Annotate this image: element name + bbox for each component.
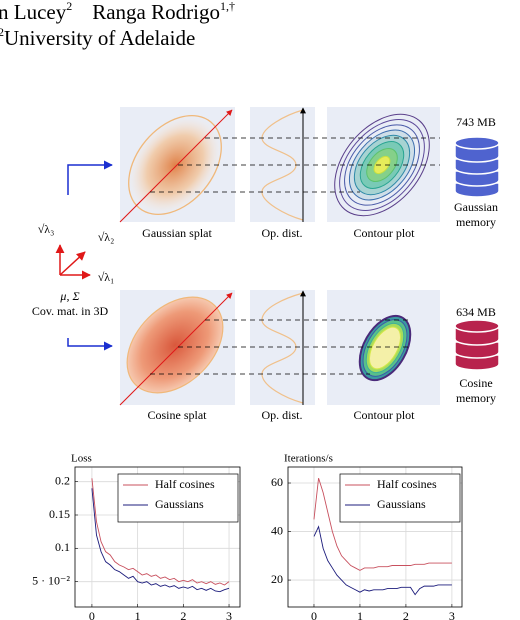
- contours: [358, 314, 412, 382]
- store-label: Cosine: [459, 376, 492, 390]
- charts: Loss 5 · 10⁻² 0.1 0.15 0.2 0 1 2 3 Half cosines Ga…: [32, 453, 463, 620]
- panel-label: Op. dist.: [261, 226, 302, 240]
- legend-label: Half cosines: [155, 477, 215, 491]
- panel-label: Cosine splat: [148, 408, 208, 422]
- plot-frame: [287, 466, 463, 608]
- x-tick-label: 1: [357, 609, 363, 620]
- series-line: [91, 478, 230, 586]
- top-row: Gaussian splat Op. dist. Contour plot 74…: [119, 107, 500, 240]
- author-line: n Lucey2 Ranga Rodrigo1,†: [0, 0, 235, 24]
- legend-box: [117, 473, 239, 523]
- x-tick-label: 0: [311, 609, 317, 620]
- panel-label: Contour plot: [353, 226, 415, 240]
- x-tick-label: 1: [135, 609, 141, 620]
- caption: Cov. mat. in 3D: [32, 304, 109, 318]
- x-tick-label: 2: [180, 609, 186, 620]
- affiliation-line: 2University of Adelaide: [0, 25, 195, 50]
- params-label: μ, Σ: [59, 289, 79, 303]
- memory-size: 634 MB: [456, 305, 496, 319]
- series-line: [313, 478, 452, 571]
- affiliation: University of Adelaide: [4, 26, 195, 50]
- y-tick-label: 0.2: [55, 473, 70, 487]
- chart-title: Iterations/s: [284, 453, 333, 465]
- chart-title: Loss: [71, 453, 92, 465]
- dist-panel: [250, 290, 315, 405]
- panel-label: Contour plot: [353, 408, 415, 422]
- legend-label: Half cosines: [377, 477, 437, 491]
- legend-box: [339, 473, 461, 523]
- author-mark: 2: [66, 0, 72, 13]
- y-tick-label: 60: [271, 475, 283, 489]
- covariance-axes: √λ₃ √λ₂ √λ₁ μ, Σ Cov. mat. in 3D: [32, 160, 115, 351]
- axis-label: √λ₁: [98, 270, 115, 284]
- y-tick-label: 0.15: [49, 507, 70, 521]
- x-tick-label: 0: [89, 609, 95, 620]
- contours: [334, 113, 430, 217]
- y-tick-label: 0.1: [55, 540, 70, 554]
- database-icon: [454, 319, 500, 371]
- y-tick-label: 5 · 10⁻²: [32, 573, 70, 587]
- affiliation-mark: 2: [0, 25, 4, 39]
- panel-label: Gaussian splat: [142, 226, 212, 240]
- axis-label: √λ₂: [98, 230, 115, 244]
- x-tick-label: 3: [226, 609, 232, 620]
- projection-lines: [150, 137, 440, 193]
- series-line: [91, 488, 230, 593]
- x-tick-label: 2: [403, 609, 409, 620]
- author-fragment: n Lucey: [0, 0, 67, 24]
- dist-panel: [250, 107, 315, 222]
- database-icon: [454, 136, 500, 198]
- axis-arrow: [119, 109, 233, 223]
- panel-label: Op. dist.: [261, 408, 302, 422]
- gaussian-splat: [128, 115, 222, 215]
- memory-size: 743 MB: [456, 115, 496, 129]
- axis-arrow: [119, 292, 233, 406]
- legend-label: Gaussians: [155, 497, 204, 511]
- splat-outline: [128, 114, 222, 216]
- x-tick-label: 3: [449, 609, 455, 620]
- projection-lines: [150, 319, 410, 375]
- bottom-row: Cosine splat Op. dist. Contour plot 634 …: [119, 290, 500, 422]
- legend-label: Gaussians: [377, 497, 426, 511]
- series-line: [313, 525, 452, 596]
- cosine-splat: [126, 296, 224, 394]
- plot-frame: [74, 466, 241, 608]
- axis-label: √λ₃: [38, 222, 55, 236]
- store-label: memory: [456, 215, 496, 229]
- store-label: Gaussian: [454, 200, 498, 214]
- author: Ranga Rodrigo: [92, 0, 220, 24]
- y-tick-label: 20: [271, 572, 283, 586]
- store-label: memory: [456, 391, 496, 405]
- author-mark: 1,†: [220, 0, 235, 13]
- y-tick-label: 40: [271, 523, 283, 537]
